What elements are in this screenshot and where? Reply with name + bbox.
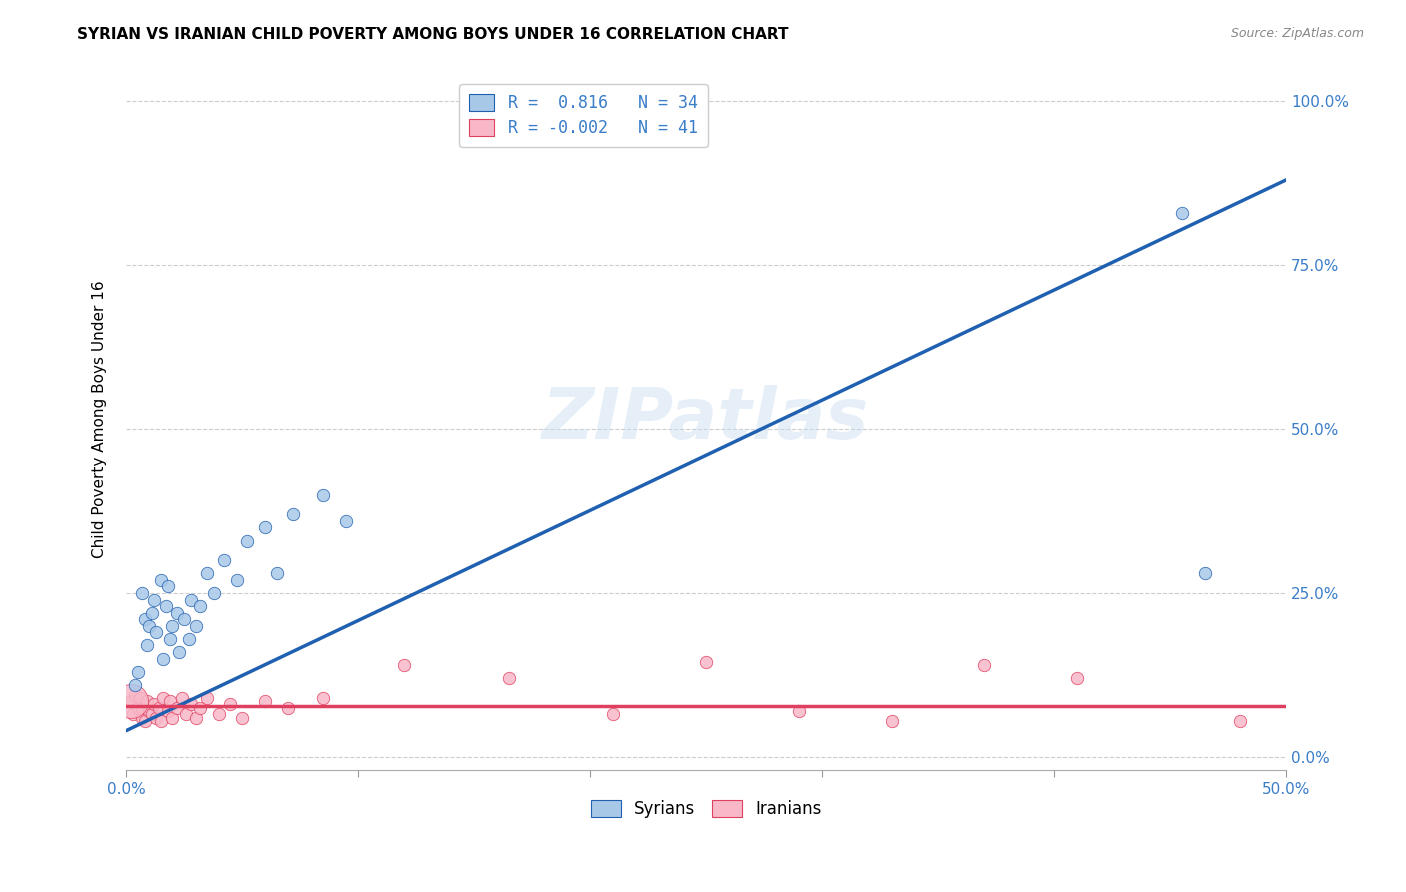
Point — [394, 658, 416, 673]
Point — [188, 599, 211, 613]
Point — [1229, 714, 1251, 728]
Point — [235, 533, 257, 548]
Text: ZIPatlas: ZIPatlas — [543, 384, 870, 454]
Point — [149, 573, 172, 587]
Point — [1170, 206, 1192, 220]
Point — [124, 678, 146, 692]
Point — [162, 710, 184, 724]
Point — [166, 700, 188, 714]
Point — [127, 700, 149, 714]
Point — [188, 700, 211, 714]
Point — [231, 710, 253, 724]
Point — [1194, 566, 1216, 581]
Point — [602, 707, 624, 722]
Point — [195, 566, 218, 581]
Y-axis label: Child Poverty Among Boys Under 16: Child Poverty Among Boys Under 16 — [93, 280, 107, 558]
Point — [156, 704, 179, 718]
Point — [124, 688, 146, 702]
Point — [120, 694, 142, 708]
Point — [136, 639, 159, 653]
Point — [219, 698, 242, 712]
Point — [176, 707, 198, 722]
Point — [254, 520, 277, 534]
Point — [141, 707, 163, 722]
Point — [156, 579, 179, 593]
Text: Source: ZipAtlas.com: Source: ZipAtlas.com — [1230, 27, 1364, 40]
Point — [498, 671, 520, 685]
Point — [266, 566, 288, 581]
Point — [131, 586, 153, 600]
Point — [787, 704, 810, 718]
Point — [281, 508, 304, 522]
Point — [1066, 671, 1088, 685]
Point — [312, 488, 335, 502]
Point — [169, 645, 191, 659]
Point — [312, 690, 335, 705]
Point — [134, 612, 156, 626]
Point — [122, 707, 145, 722]
Point — [155, 599, 177, 613]
Point — [166, 606, 188, 620]
Point — [202, 586, 225, 600]
Point — [159, 694, 181, 708]
Point — [226, 573, 249, 587]
Point — [152, 690, 174, 705]
Text: SYRIAN VS IRANIAN CHILD POVERTY AMONG BOYS UNDER 16 CORRELATION CHART: SYRIAN VS IRANIAN CHILD POVERTY AMONG BO… — [77, 27, 789, 42]
Point — [149, 714, 172, 728]
Point — [695, 655, 717, 669]
Point — [159, 632, 181, 646]
Point — [148, 700, 170, 714]
Point — [138, 619, 160, 633]
Point — [134, 714, 156, 728]
Point — [142, 698, 165, 712]
Point — [177, 632, 200, 646]
Point — [212, 553, 235, 567]
Point — [145, 710, 167, 724]
Point — [120, 694, 142, 708]
Point — [254, 694, 277, 708]
Point — [173, 612, 195, 626]
Point — [208, 707, 231, 722]
Point — [170, 690, 193, 705]
Point — [129, 690, 152, 705]
Point — [138, 704, 160, 718]
Point — [145, 625, 167, 640]
Point — [195, 690, 218, 705]
Point — [162, 619, 184, 633]
Point — [142, 592, 165, 607]
Point — [152, 651, 174, 665]
Point — [880, 714, 903, 728]
Point — [180, 698, 202, 712]
Point — [136, 694, 159, 708]
Point — [973, 658, 995, 673]
Point — [131, 700, 153, 714]
Point — [335, 514, 357, 528]
Point — [141, 606, 163, 620]
Legend: Syrians, Iranians: Syrians, Iranians — [583, 793, 828, 825]
Point — [180, 592, 202, 607]
Point — [184, 710, 207, 724]
Point — [184, 619, 207, 633]
Point — [277, 700, 299, 714]
Point — [131, 710, 153, 724]
Point — [127, 665, 149, 679]
